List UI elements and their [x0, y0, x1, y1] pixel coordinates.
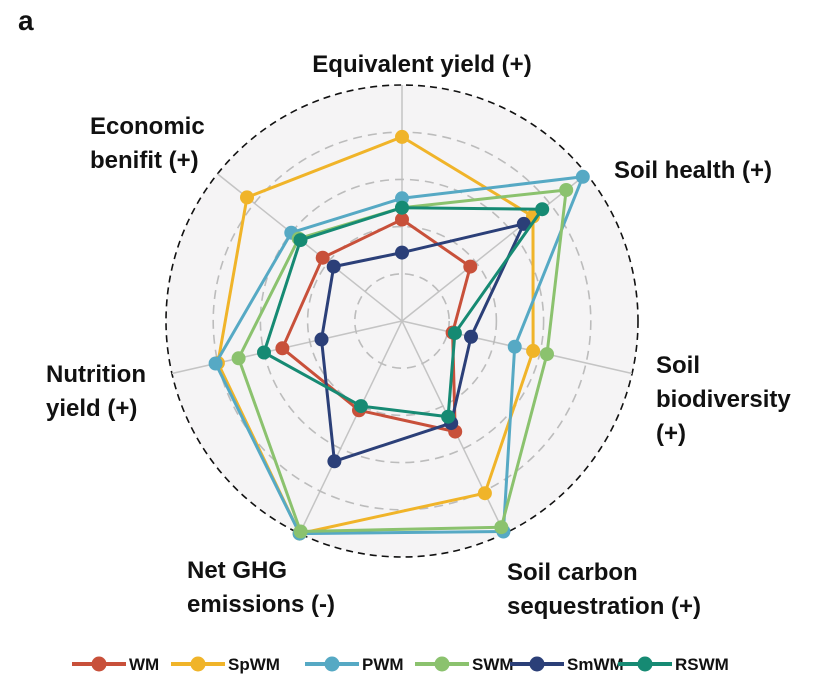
axis-label-line: biodiversity — [656, 386, 791, 413]
data-point — [559, 183, 574, 197]
data-point — [507, 339, 522, 354]
axis-label-line: Nutrition — [46, 361, 146, 388]
data-point — [447, 326, 462, 341]
axis-label-line: yield (+) — [46, 395, 137, 422]
legend: WM SpWM PWM SWM SmWM RSWM — [72, 655, 729, 674]
data-point — [395, 129, 409, 144]
data-point — [327, 454, 342, 469]
series-line-swm — [237, 188, 568, 533]
data-point — [464, 329, 478, 344]
data-point — [526, 343, 541, 358]
legend-marker — [324, 656, 340, 672]
axis-label-line: Net GHG — [187, 557, 287, 584]
series-line-wm — [280, 218, 472, 434]
data-point — [463, 259, 478, 274]
axis-label: Soil biodiversity (+) — [656, 352, 791, 447]
legend-item-rswm: RSWM — [618, 655, 729, 674]
data-point — [315, 250, 330, 265]
axis-label-line: Equivalent yield (+) — [312, 51, 531, 78]
data-point — [257, 345, 271, 360]
data-point — [477, 486, 492, 501]
axis-label: Economic benifit (+) — [90, 113, 205, 174]
data-point — [314, 332, 329, 347]
legend-marker — [637, 656, 653, 672]
data-point — [540, 347, 554, 362]
axis-label: Soil health (+) — [614, 157, 772, 184]
data-point — [208, 356, 223, 371]
legend-item-spwm: SpWM — [171, 655, 280, 674]
legend-label: SmWM — [567, 655, 624, 674]
legend-label: RSWM — [675, 655, 729, 674]
data-point — [516, 216, 531, 231]
axis-label: Soil carbon sequestration (+) — [507, 559, 701, 620]
series-rswm — [257, 200, 550, 424]
data-point — [395, 245, 409, 260]
legend-label: SpWM — [228, 655, 280, 674]
legend-item-wm: WM — [72, 655, 159, 674]
data-point — [535, 202, 550, 217]
axis-label-line: sequestration (+) — [507, 593, 701, 620]
radar-grid-ring — [306, 225, 498, 417]
radar-spoke — [401, 173, 587, 322]
axis-label-line: Economic — [90, 113, 205, 140]
legend-marker — [434, 656, 450, 672]
radar-grid — [165, 84, 639, 558]
data-point — [494, 520, 509, 535]
series-wm — [275, 212, 478, 439]
legend-marker — [529, 656, 545, 672]
legend-item-smwm: SmWM — [510, 655, 624, 674]
legend-marker — [190, 656, 206, 672]
axis-label-line: emissions (-) — [187, 591, 335, 618]
axis-label-line: Soil health (+) — [614, 157, 772, 184]
axis-label-line: Soil — [656, 352, 700, 379]
series-line-smwm — [320, 222, 526, 463]
data-point — [293, 524, 308, 539]
legend-marker — [91, 656, 107, 672]
legend-label: PWM — [362, 655, 404, 674]
data-point — [326, 259, 341, 274]
series-line-rswm — [262, 206, 544, 419]
radar-spoke — [298, 320, 403, 534]
radar-grid-ring — [353, 272, 450, 369]
panel-label: a — [18, 5, 34, 36]
data-point — [354, 399, 368, 414]
data-point — [575, 169, 590, 184]
series-line-spwm — [216, 135, 535, 536]
data-point — [293, 233, 308, 248]
data-point — [240, 190, 254, 205]
series-line-pwm — [214, 175, 585, 536]
axis-label-line: benifit (+) — [90, 147, 199, 174]
series-smwm — [314, 216, 531, 469]
radar-grid-ring — [259, 178, 545, 464]
legend-label: WM — [129, 655, 159, 674]
axis-label: Nutrition yield (+) — [46, 361, 146, 422]
data-point — [441, 409, 456, 424]
legend-label: SWM — [472, 655, 514, 674]
axis-label-line: Soil carbon — [507, 559, 638, 586]
data-point — [231, 351, 246, 366]
data-point — [395, 212, 409, 227]
axis-label-line: (+) — [656, 420, 686, 447]
data-point — [395, 200, 409, 215]
legend-item-pwm: PWM — [305, 655, 404, 674]
legend-item-swm: SWM — [415, 655, 514, 674]
axis-label: Net GHG emissions (-) — [187, 557, 335, 618]
axis-labels: Equivalent yield (+) Soil health (+) Soil b… — [46, 51, 791, 620]
radar-series — [208, 129, 590, 541]
data-point — [275, 341, 290, 356]
axis-label: Equivalent yield (+) — [312, 51, 531, 78]
